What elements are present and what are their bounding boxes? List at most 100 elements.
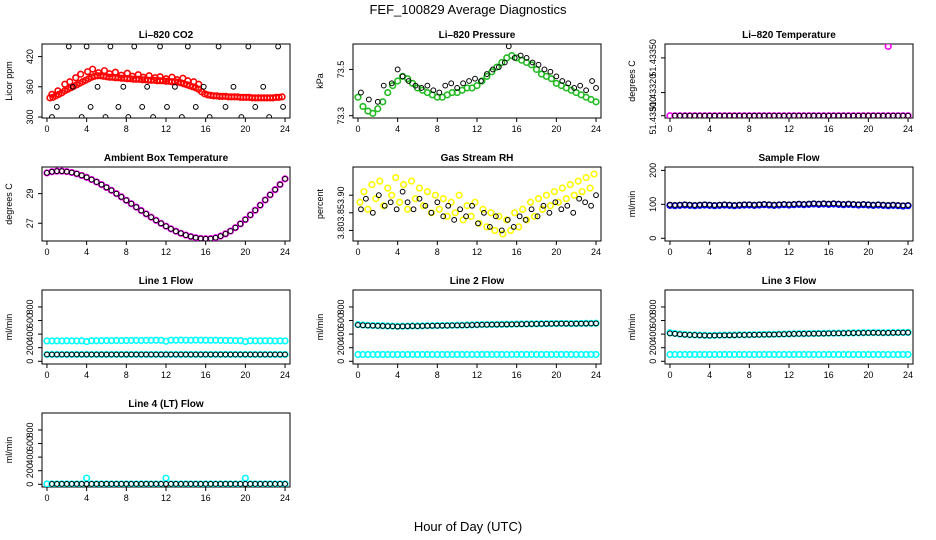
y-tick-label: 73.5 [336, 61, 346, 79]
mean-marker [257, 202, 264, 209]
data-point [360, 188, 368, 196]
data-point [511, 209, 519, 217]
mean-marker [428, 209, 435, 216]
data-point [368, 181, 376, 189]
y-tick-label: 200 [336, 340, 346, 355]
x-tick-label: 0 [44, 370, 49, 380]
mean-marker [478, 78, 484, 84]
mean-marker [510, 224, 517, 230]
x-tick-label: 24 [591, 247, 601, 257]
mean-marker [517, 52, 524, 59]
data-point [281, 337, 289, 345]
mean-marker [393, 206, 400, 213]
x-tick-label: 4 [395, 247, 400, 257]
mean-marker [495, 64, 502, 71]
data-point [526, 198, 535, 206]
mean-marker [457, 206, 464, 213]
data-point [530, 212, 539, 220]
data-point [364, 205, 372, 213]
data-point [592, 350, 600, 359]
mean-marker [128, 200, 135, 207]
y-tick-label: 200 [648, 163, 658, 178]
mean-marker [399, 188, 406, 195]
x-tick-label: 20 [240, 493, 250, 503]
x-tick-label: 24 [280, 493, 290, 503]
data-point [384, 184, 392, 192]
data-point [275, 93, 283, 101]
mean-marker [501, 59, 508, 66]
y-tick-label: 800 [25, 299, 35, 314]
mean-marker [418, 85, 425, 91]
x-tick-label: 8 [747, 370, 752, 380]
y-tick-label: 3.85 [336, 204, 346, 222]
mean-marker [577, 82, 584, 89]
mean-marker [237, 220, 244, 227]
data-point [479, 205, 487, 213]
data-point [522, 216, 531, 224]
data-point [542, 191, 551, 199]
mean-marker [375, 192, 382, 199]
data-point [77, 70, 85, 78]
x-tick-label: 12 [161, 370, 171, 380]
y-tick-label: 600 [648, 313, 658, 328]
mean-marker [144, 83, 151, 90]
x-tick-label: 12 [784, 124, 794, 134]
panel-title: Ambient Box Temperature [104, 153, 229, 164]
data-point [534, 195, 543, 203]
x-tick-label: 4 [707, 247, 712, 257]
y-tick-label: 51.43300 [648, 97, 658, 135]
mean-marker [83, 44, 90, 50]
mean-marker [905, 112, 911, 118]
x-tick-label: 20 [551, 247, 561, 257]
x-tick-label: 12 [784, 247, 794, 257]
mean-marker [466, 78, 472, 84]
mean-marker [267, 191, 274, 198]
mean-marker [102, 114, 109, 118]
mean-marker [448, 80, 455, 87]
y-tick-label: 73.3 [336, 107, 346, 125]
data-point [455, 191, 463, 199]
plot-area [354, 44, 600, 117]
mean-marker [481, 209, 487, 216]
x-tick-label: 0 [44, 124, 49, 134]
data-point [83, 474, 91, 482]
mean-marker [280, 104, 286, 110]
x-tick-label: 16 [824, 124, 834, 134]
mean-marker [523, 54, 530, 61]
mean-marker [266, 114, 273, 118]
x-tick-label: 0 [355, 247, 360, 257]
panel-title: Sample Flow [758, 153, 819, 164]
mean-marker [412, 82, 419, 89]
x-tick-label: 4 [395, 124, 400, 134]
x-tick-label: 8 [124, 370, 129, 380]
mean-marker [245, 44, 252, 50]
mean-marker [511, 54, 518, 61]
plot-area [666, 44, 912, 118]
panel-title: Li–820 Temperature [742, 30, 836, 41]
mean-marker [553, 73, 560, 80]
data-point [538, 205, 547, 213]
x-tick-label: 20 [551, 370, 561, 380]
mean-marker [182, 232, 189, 238]
mean-marker [148, 214, 155, 221]
data-point [411, 195, 420, 203]
mean-marker [230, 83, 237, 90]
x-tick-label: 16 [512, 370, 522, 380]
mean-marker [416, 195, 423, 202]
x-tick-label: 24 [591, 370, 601, 380]
data-point [463, 202, 471, 210]
data-point [527, 61, 536, 69]
data-point [498, 58, 506, 67]
mean-marker [143, 211, 150, 217]
mean-marker [173, 228, 179, 235]
data-point [592, 98, 600, 106]
x-tick-label: 12 [472, 124, 482, 134]
y-tick-label: 100 [648, 197, 658, 212]
data-point [399, 181, 408, 189]
mean-marker [905, 202, 911, 208]
y-tick-label: 0 [25, 482, 35, 487]
mean-marker [547, 68, 554, 75]
y-tick-label: 0 [25, 359, 35, 364]
y-tick-label: 51.43320 [648, 74, 658, 112]
